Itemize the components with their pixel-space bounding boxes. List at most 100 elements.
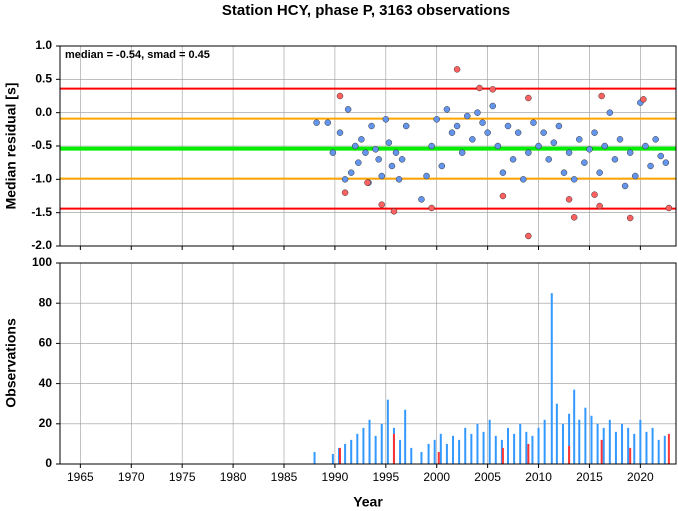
bar — [476, 423, 479, 464]
bar — [561, 423, 564, 464]
chart-title: Station HCY, phase P, 3163 observations — [222, 2, 510, 19]
bar — [639, 419, 642, 464]
point — [438, 162, 446, 170]
point — [382, 116, 390, 123]
annotation: median = -0.54, smad = 0.45 — [65, 49, 210, 61]
point — [362, 149, 369, 156]
point — [626, 149, 634, 156]
point — [378, 201, 385, 208]
x-tick-label: 1965 — [67, 470, 94, 484]
point — [606, 109, 614, 116]
bar — [531, 435, 534, 464]
bar — [513, 433, 516, 464]
bar — [537, 427, 540, 464]
point — [626, 214, 634, 222]
point — [662, 159, 670, 166]
y-axis-label: Observations — [3, 318, 19, 408]
bar — [596, 423, 599, 464]
point — [402, 122, 410, 130]
point — [509, 156, 517, 163]
bar — [507, 427, 509, 464]
x-axis-label: Year — [353, 494, 383, 510]
y-tick-label: 20 — [39, 416, 53, 430]
point — [428, 204, 435, 212]
point — [355, 159, 362, 166]
bar — [667, 433, 670, 464]
plot-area — [60, 263, 676, 464]
point — [329, 149, 337, 156]
point — [642, 142, 649, 150]
point — [336, 92, 344, 100]
point — [565, 149, 573, 156]
bar — [651, 427, 654, 464]
x-tick-label: 1985 — [271, 470, 298, 484]
bar — [399, 439, 402, 464]
point — [372, 146, 379, 153]
point — [443, 106, 451, 113]
point — [525, 94, 532, 102]
y-tick-label: 0.5 — [35, 72, 52, 86]
x-tick-label: 1990 — [322, 470, 349, 484]
point — [364, 179, 371, 186]
point — [358, 136, 365, 143]
x-tick-label: 2020 — [627, 470, 654, 484]
y-tick-label: -2.0 — [31, 238, 52, 252]
bar — [525, 431, 528, 464]
point — [494, 142, 502, 150]
bar — [568, 445, 571, 464]
x-tick-label: 1970 — [118, 470, 145, 484]
point — [453, 66, 461, 73]
bar — [663, 435, 666, 464]
bar — [614, 431, 617, 464]
bar — [527, 443, 530, 464]
point — [652, 136, 659, 143]
bar — [550, 293, 553, 464]
x-tick-label: 1975 — [169, 470, 196, 484]
point — [378, 172, 385, 180]
point — [640, 96, 647, 103]
point — [469, 136, 476, 143]
bar — [386, 399, 389, 464]
point — [530, 119, 537, 126]
bar — [578, 419, 581, 464]
point — [489, 86, 496, 93]
y-tick-label: 40 — [39, 376, 53, 390]
bar — [488, 419, 491, 464]
point — [621, 182, 629, 190]
x-tick-label: 2015 — [576, 470, 603, 484]
y-tick-label: 0.0 — [35, 105, 52, 119]
point — [591, 129, 598, 136]
bar — [573, 389, 576, 464]
point — [555, 122, 563, 130]
bar — [608, 419, 611, 464]
point — [598, 92, 605, 100]
bar — [645, 431, 648, 464]
point — [368, 122, 375, 130]
point — [581, 159, 588, 166]
bar — [374, 435, 377, 464]
bar — [464, 427, 467, 464]
bar — [350, 439, 353, 464]
point — [499, 192, 507, 200]
bar — [501, 447, 504, 464]
point — [347, 169, 355, 176]
point — [336, 129, 344, 136]
bar — [356, 433, 359, 464]
point — [499, 169, 507, 176]
point — [418, 196, 425, 203]
bar — [339, 447, 341, 464]
y-tick-label: -1.0 — [31, 172, 52, 186]
bar — [313, 451, 316, 464]
y-tick-label: 80 — [39, 295, 53, 309]
point — [647, 162, 654, 170]
point — [657, 152, 664, 160]
bar — [555, 403, 558, 464]
bar — [627, 427, 630, 464]
point — [525, 149, 532, 156]
x-tick-label: 2010 — [525, 470, 552, 484]
bar — [445, 443, 448, 464]
x-tick-label: 2005 — [474, 470, 501, 484]
plot-frame — [59, 45, 677, 247]
point — [570, 214, 578, 221]
